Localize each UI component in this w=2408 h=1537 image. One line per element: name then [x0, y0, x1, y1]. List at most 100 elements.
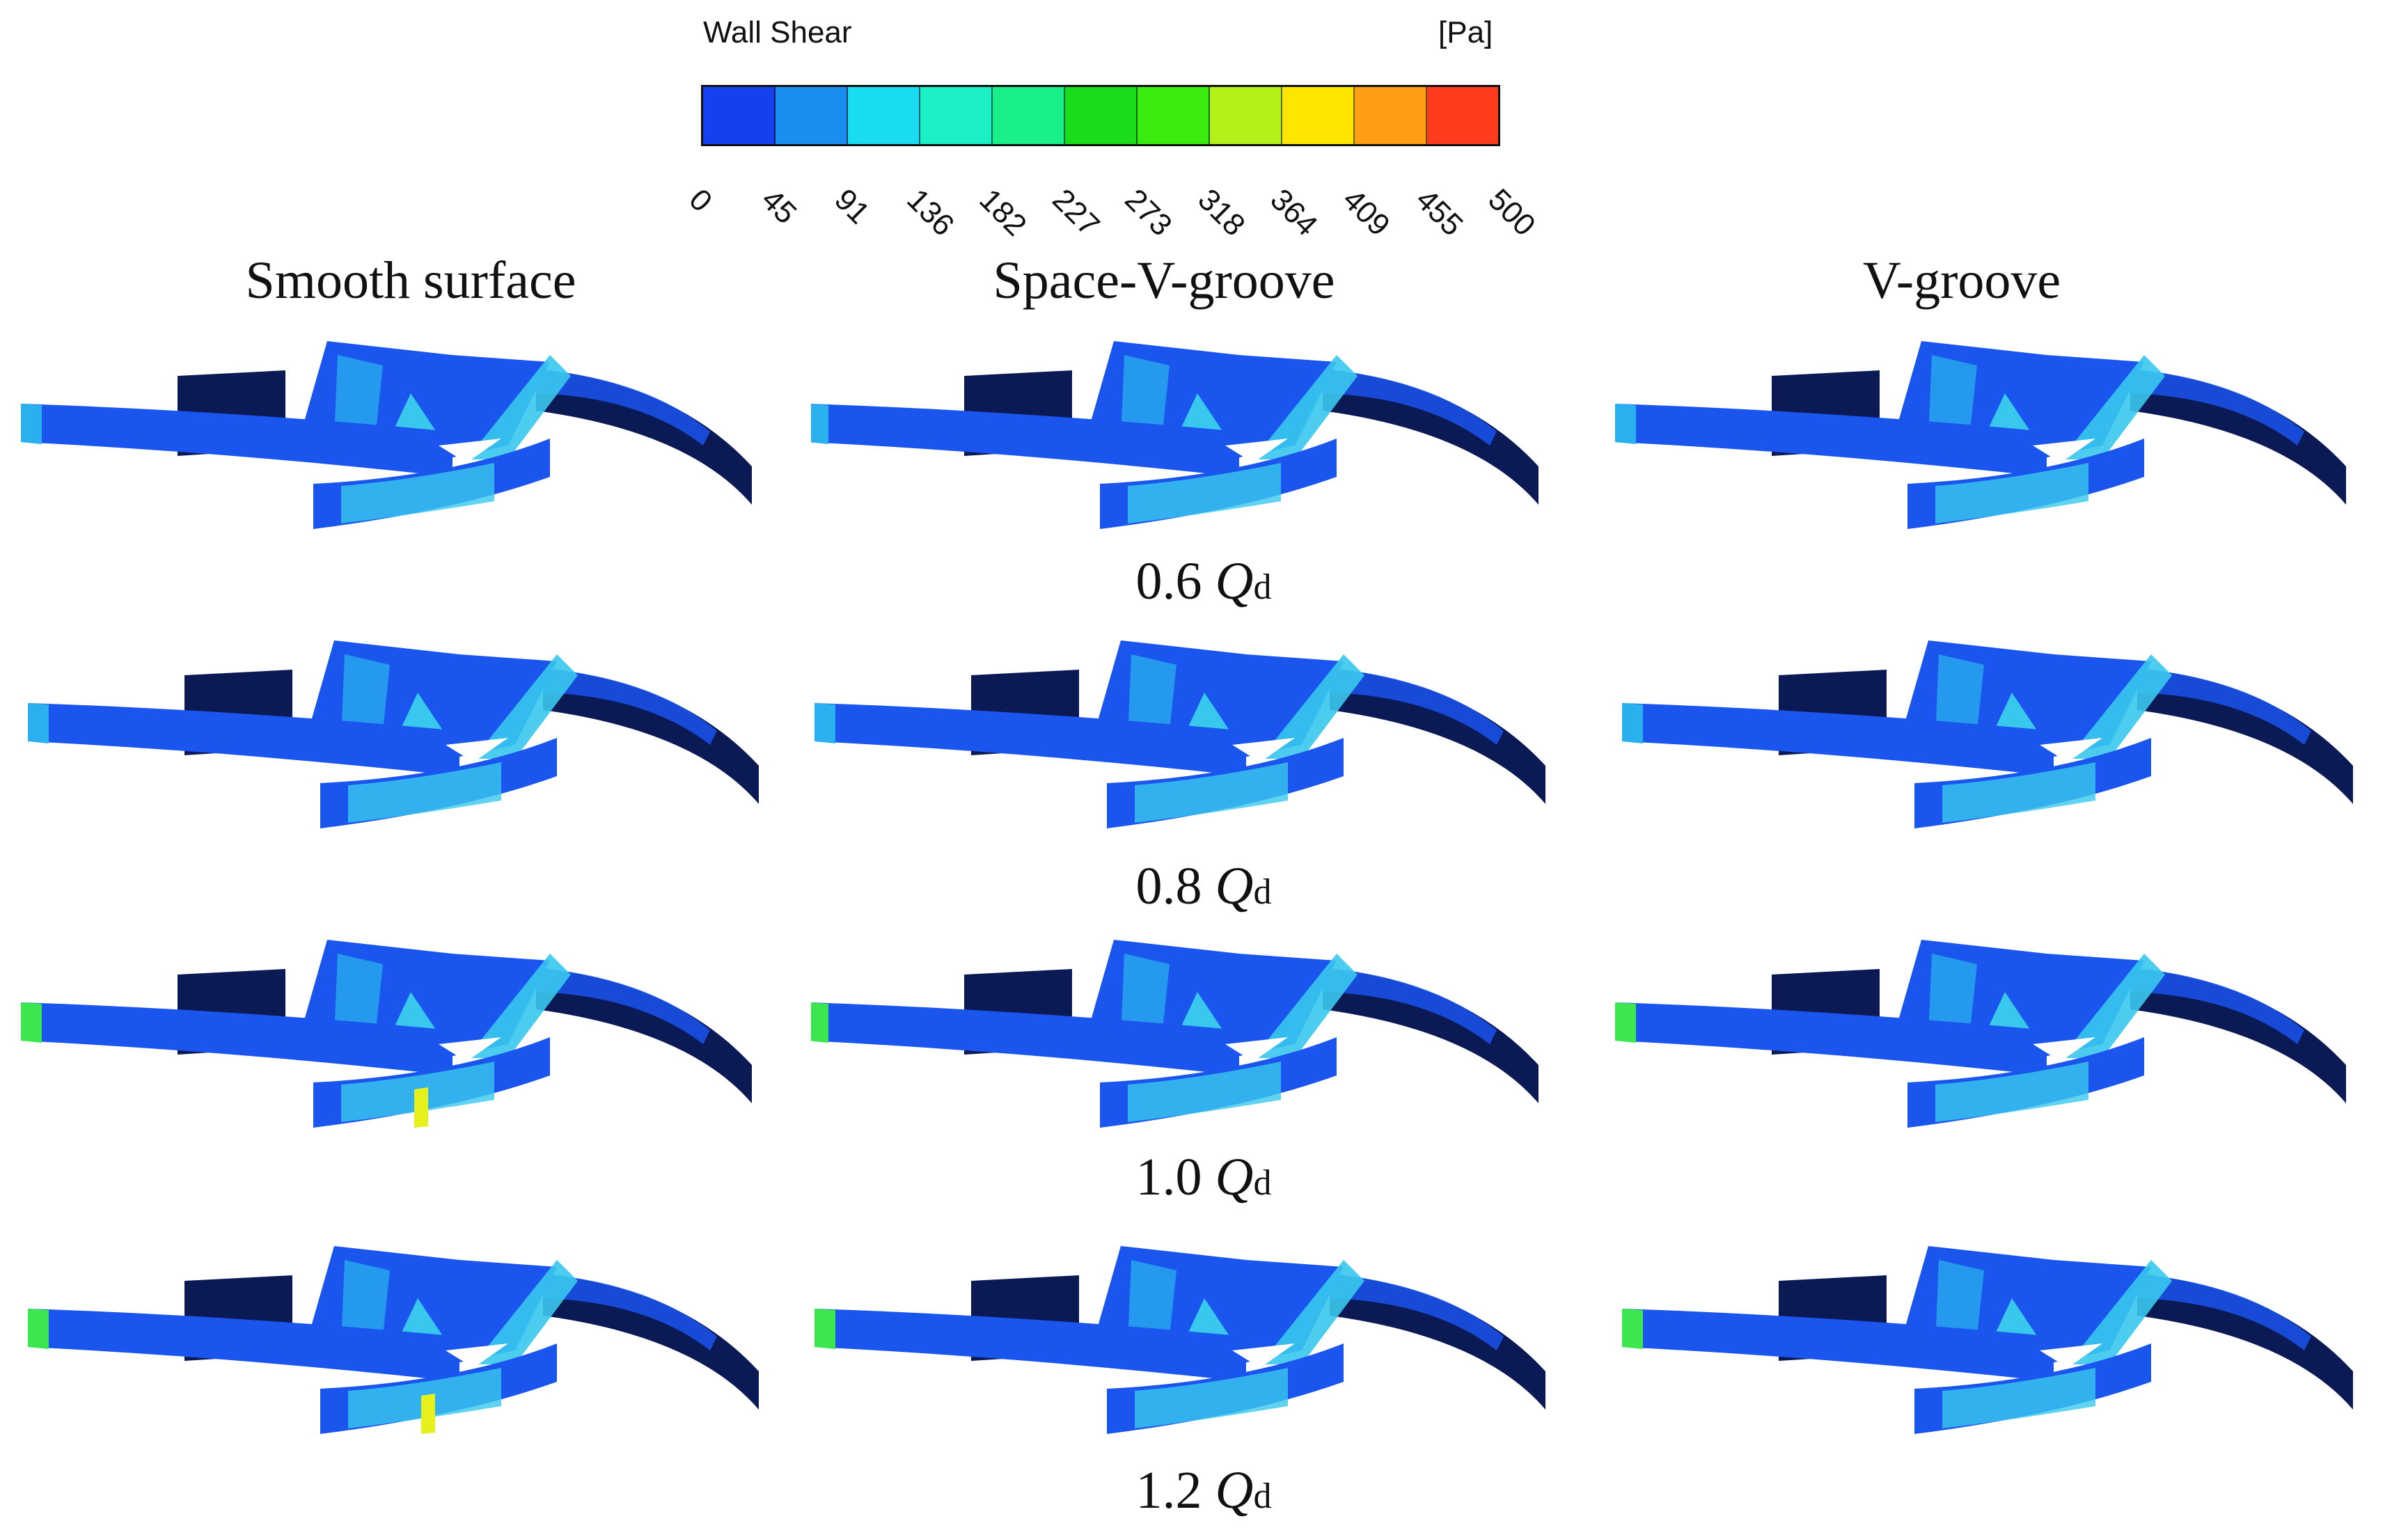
impeller-blade-right — [2068, 654, 2172, 759]
impeller-opening — [446, 738, 508, 762]
short-ring-contour — [1935, 1062, 2088, 1122]
flow-rate-subscript: d — [1253, 1476, 1272, 1516]
blade-contour-patch — [1928, 954, 1977, 1037]
impeller-opening — [1232, 1343, 1295, 1368]
legend-unit: [Pa] — [1438, 15, 1493, 49]
flow-rate-value: 1.2 — [1135, 1461, 1202, 1520]
legend-title: Wall Shear — [703, 15, 852, 49]
ring-edge-highlight — [28, 703, 49, 743]
impeller-opening — [1225, 439, 1288, 463]
short-ring-contour — [1942, 1368, 2095, 1428]
rear-shroud-highlight — [543, 668, 717, 745]
colorbar-swatch-5 — [1065, 87, 1138, 144]
blade-contour-patch — [1128, 1260, 1177, 1343]
impeller-panel-r2-c2 — [811, 626, 1563, 835]
high-shear-strip — [414, 1087, 428, 1128]
colorbar-swatch-7 — [1210, 87, 1282, 144]
colorbar-tick-45: 45 — [755, 182, 803, 231]
colorbar — [701, 85, 1500, 146]
blade-contour-patch — [1121, 355, 1170, 439]
rear-shroud-band — [1330, 1274, 1545, 1410]
impeller-blade-right — [1253, 954, 1358, 1058]
rear-shroud-highlight — [1323, 968, 1497, 1044]
blade-contour-patch — [1935, 1260, 1984, 1343]
blade-contour-patch — [1935, 654, 1984, 738]
rear-shroud-band — [1330, 668, 1545, 804]
impeller-opening — [2040, 1343, 2102, 1368]
short-ring-contour — [341, 463, 494, 523]
rear-shroud-band — [543, 668, 759, 804]
ring-edge-highlight — [1615, 1002, 1636, 1043]
colorbar-swatch-3 — [920, 87, 993, 144]
rear-shroud-band — [543, 1274, 759, 1410]
front-ring-band — [28, 703, 459, 776]
column-header-v-groove: V-groove — [1862, 251, 2061, 310]
flow-rate-value: 1.0 — [1135, 1148, 1202, 1206]
flow-rate-value: 0.8 — [1135, 857, 1202, 915]
impeller-panel-r1-c1 — [21, 327, 773, 536]
front-ring-band — [1615, 1002, 2047, 1075]
colorbar-tick-227: 227 — [1046, 182, 1106, 243]
impeller-blade-right — [466, 954, 571, 1058]
row-label-1.2: 1.2 Qd — [1136, 1460, 1272, 1521]
ring-edge-highlight — [21, 404, 42, 444]
column-header-space-v-groove: Space-V-groove — [993, 251, 1335, 310]
impeller-blade-right — [1253, 355, 1358, 459]
short-ring-contour — [1128, 463, 1281, 523]
ring-edge-highlight — [21, 1002, 42, 1043]
column-header-smooth-surface: Smooth surface — [245, 251, 576, 310]
blade-contour-patch — [334, 355, 383, 439]
impeller-panel-r1-c3 — [1615, 327, 2367, 536]
short-ring-contour — [1135, 762, 1288, 823]
impeller-opening — [1232, 738, 1295, 762]
front-ring-band — [815, 703, 1246, 776]
front-ring-band — [1622, 703, 2054, 776]
impeller-panel-r2-c3 — [1615, 626, 2367, 835]
colorbar-tick-455: 455 — [1408, 182, 1470, 243]
ring-edge-highlight — [1622, 703, 1643, 743]
high-shear-strip — [421, 1394, 435, 1434]
short-ring-contour — [348, 762, 501, 823]
short-ring-contour — [1942, 762, 2095, 823]
rear-shroud-band — [2130, 968, 2346, 1103]
rear-shroud-highlight — [543, 1274, 717, 1350]
flow-rate-subscript: d — [1253, 567, 1272, 607]
impeller-blade-right — [473, 654, 578, 759]
flow-rate-subscript: d — [1253, 872, 1272, 912]
row-label-1.0: 1.0 Qd — [1136, 1147, 1272, 1208]
impeller-blade-right — [2068, 1260, 2172, 1364]
rear-shroud-highlight — [2130, 968, 2304, 1044]
impeller-blade-right — [473, 1260, 578, 1364]
impeller-blade-right — [1260, 1260, 1364, 1364]
flow-rate-symbol: Q — [1215, 1148, 1254, 1206]
ring-edge-highlight — [815, 1309, 835, 1349]
blade-contour-patch — [341, 1260, 390, 1343]
colorbar-swatch-10 — [1427, 87, 1498, 144]
rear-shroud-band — [1323, 968, 1539, 1103]
flow-rate-symbol: Q — [1215, 1461, 1254, 1520]
impeller-opening — [439, 439, 501, 463]
colorbar-tick-318: 318 — [1190, 182, 1252, 243]
rear-shroud-highlight — [2130, 369, 2304, 446]
impeller-panel-r3-c3 — [1615, 926, 2367, 1135]
rear-shroud-band — [2137, 1274, 2353, 1410]
colorbar-tick-136: 136 — [900, 182, 961, 243]
rear-shroud-band — [536, 968, 752, 1103]
colorbar-swatch-4 — [993, 87, 1065, 144]
front-ring-band — [21, 404, 453, 477]
impeller-opening — [2033, 1037, 2095, 1062]
impeller-opening — [2040, 738, 2102, 762]
impeller-blade-right — [1260, 654, 1364, 759]
colorbar-swatch-1 — [776, 87, 848, 144]
ring-edge-highlight — [811, 404, 828, 444]
rear-shroud-highlight — [1323, 369, 1497, 446]
wall-shear-legend: Wall Shear [Pa] 0 45 91 136 182 227 273 318 364 4… — [0, 0, 2408, 243]
short-ring-contour — [1935, 463, 2088, 523]
rear-shroud-highlight — [536, 369, 710, 446]
rear-shroud-highlight — [536, 968, 710, 1044]
rear-shroud-highlight — [1330, 668, 1504, 745]
ring-edge-highlight — [1615, 404, 1636, 444]
rear-shroud-band — [2137, 668, 2353, 804]
blade-contour-patch — [334, 954, 383, 1037]
front-ring-band — [811, 1002, 1239, 1075]
